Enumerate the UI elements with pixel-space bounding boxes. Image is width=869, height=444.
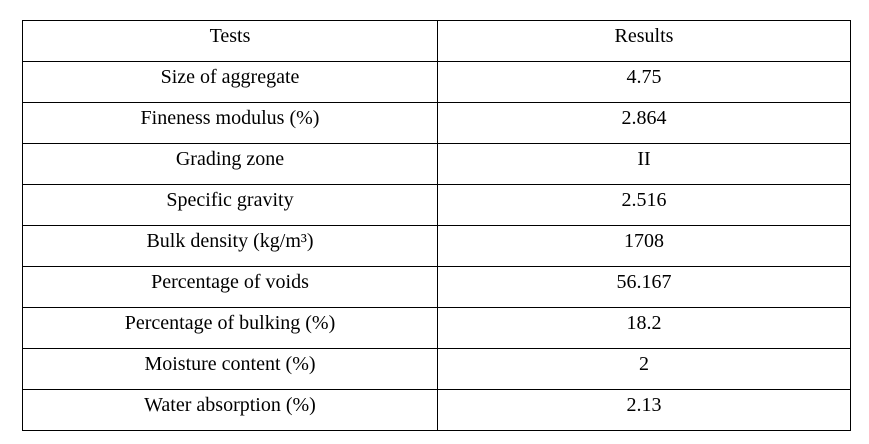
table-row: Fineness modulus (%) 2.864 <box>22 102 851 144</box>
table-row: Moisture content (%) 2 <box>22 348 851 390</box>
table-cell: Bulk density (kg/m³) <box>22 225 438 267</box>
table-row: Percentage of bulking (%) 18.2 <box>22 307 851 349</box>
table-cell: Percentage of voids <box>22 266 438 308</box>
header-cell: Results <box>437 20 851 62</box>
table-row: Size of aggregate 4.75 <box>22 61 851 103</box>
table-body: Tests Results Size of aggregate 4.75 Finenes… <box>22 20 851 431</box>
table-row: Water absorption (%) 2.13 <box>22 389 851 431</box>
table-cell: 2.864 <box>437 102 851 144</box>
table-cell: 2.516 <box>437 184 851 226</box>
table-cell: 4.75 <box>437 61 851 103</box>
table-cell: 56.167 <box>437 266 851 308</box>
results-table: Tests Results Size of aggregate 4.75 Finenes… <box>22 20 851 431</box>
table-row: Bulk density (kg/m³) 1708 <box>22 225 851 267</box>
table-cell: 2.13 <box>437 389 851 431</box>
table-cell: Moisture content (%) <box>22 348 438 390</box>
table-cell: II <box>437 143 851 185</box>
table-cell: 2 <box>437 348 851 390</box>
table-cell: Grading zone <box>22 143 438 185</box>
table-cell: 1708 <box>437 225 851 267</box>
table-cell: Fineness modulus (%) <box>22 102 438 144</box>
table-cell: Specific gravity <box>22 184 438 226</box>
header-row: Tests Results <box>22 20 851 62</box>
table-row: Percentage of voids 56.167 <box>22 266 851 308</box>
table-row: Grading zone II <box>22 143 851 185</box>
table-cell: Water absorption (%) <box>22 389 438 431</box>
table-cell: 18.2 <box>437 307 851 349</box>
table-cell: Size of aggregate <box>22 61 438 103</box>
table-row: Specific gravity 2.516 <box>22 184 851 226</box>
table-cell: Percentage of bulking (%) <box>22 307 438 349</box>
header-cell: Tests <box>22 20 438 62</box>
